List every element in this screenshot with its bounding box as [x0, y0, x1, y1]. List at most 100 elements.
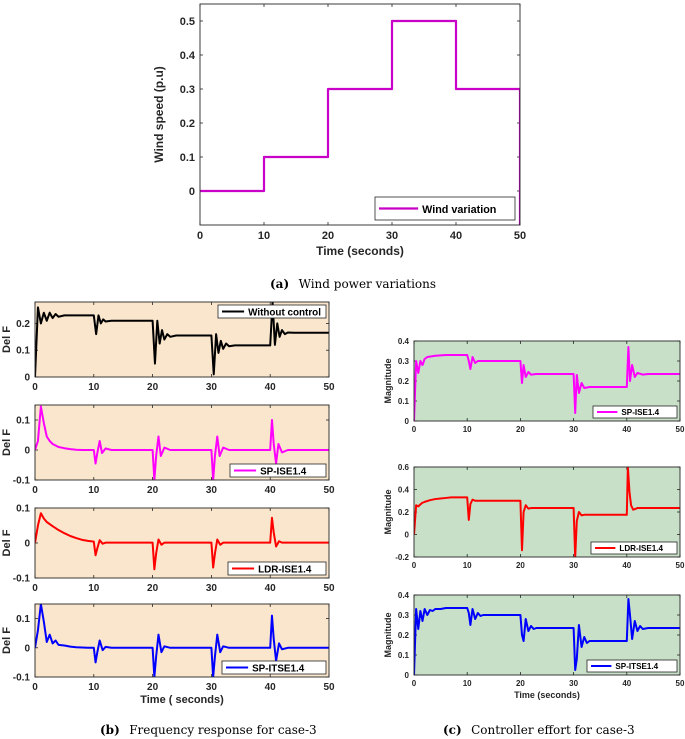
ctrl2-xtick-label: 10: [463, 561, 472, 570]
freq2-ytick-label: 0.1: [16, 416, 30, 427]
freq4-axes-frame: [34, 603, 330, 678]
ctrl3-axes-frame: [413, 594, 681, 676]
ctrl3-xtick-label: 0: [412, 679, 417, 688]
freq1-xtick-label: 0: [32, 382, 38, 393]
wind-ytick-label: 0.3: [180, 84, 195, 96]
wind-axes-frame: [199, 3, 521, 226]
freq1-ytick-label: 0: [24, 373, 30, 384]
freq2-ylabel: Del F: [1, 429, 13, 456]
ctrl2-ytick-label: 0.4: [398, 485, 410, 494]
freq1-series-line-0: [35, 302, 329, 377]
ctrl1-xtick-label: 30: [569, 425, 578, 434]
freq3-ylabel: Del F: [1, 529, 13, 556]
ctrl2-xtick-label: 0: [412, 561, 417, 570]
wind-legend-label: Wind variation: [422, 204, 496, 216]
ctrl2-ylabel: Magnitude: [383, 490, 393, 535]
wind-ylabel: Wind speed (p.u): [152, 66, 166, 163]
ctrl3-legend-label: SP-ITSE1.4: [615, 662, 658, 671]
ctrl1-ytick-label: 0.1: [398, 397, 410, 406]
freq2-ytick-label: -0.1: [13, 476, 31, 487]
ctrl2-legend-label: LDR-ISE1.4: [619, 544, 663, 553]
freq3-xtick-label: 10: [88, 583, 100, 594]
wind-xtick-label: 40: [450, 230, 462, 242]
freq3-xtick-label: 30: [206, 583, 218, 594]
ctrl3-ylabel: Magnitude: [383, 613, 393, 658]
ctrl1-legend-label: SP-ISE1.4: [621, 408, 659, 417]
ctrl2-xtick-label: 20: [516, 561, 525, 570]
caption-c-text: Controller effort for case-3: [471, 723, 635, 737]
chart-controller-ldr-ise: 0 10 20 30 40 50-0.200.20.40.6LDR-ISE1.4Magni…: [383, 463, 685, 570]
freq3-xtick-label: 40: [265, 583, 277, 594]
freq3-xtick-label: 50: [323, 583, 335, 594]
freq3-axes-frame: [34, 507, 330, 579]
freq1-xtick-label: 50: [323, 382, 335, 393]
chart-wind-variation: 0 10 20 30 40 50 0 0.1 0.2 0.3 0.4 0.5 Wind variatio…: [152, 3, 526, 258]
freq3-ytick-label: 0: [24, 539, 30, 550]
wind-plot-area: [200, 4, 520, 225]
caption-a-text: Wind power variations: [299, 277, 436, 291]
ctrl1-xtick-label: 50: [676, 425, 685, 434]
ctrl2-xtick-label: 50: [676, 561, 685, 570]
ctrl1-ytick-label: 0: [405, 417, 410, 426]
ctrl3-xtick-label: 10: [463, 679, 472, 688]
ctrl3-ytick-label: 0.1: [398, 651, 410, 660]
freq4-legend-label: SP-ITSE1.4: [252, 663, 305, 674]
chart-controller-sp-itse: 0 10 20 30 40 50 0 0.1 0.2 0.3 0.4 SP-ITSE1.4 Magnit…: [383, 591, 685, 700]
wind-xtick-label: 0: [197, 230, 203, 242]
freq3-legend-box: [227, 561, 327, 576]
ctrl1-xtick-label: 10: [463, 425, 472, 434]
wind-xtick-label: 10: [258, 230, 270, 242]
freq3-ytick-label: -0.1: [13, 574, 31, 585]
ctrl1-ytick-label: 0.4: [398, 337, 410, 346]
ctrl3-ytick-label: 0.4: [398, 591, 410, 600]
freq1-xtick-label: 20: [147, 382, 159, 393]
freq1-legend-label: Without control: [248, 307, 321, 318]
caption-a: (a) Wind power variations: [270, 275, 436, 292]
freq2-series-line-0: [35, 405, 329, 480]
ctrl2-ytick-label: 0: [405, 530, 410, 539]
freq2-legend-box: [229, 463, 327, 478]
freq1-legend-box: [217, 304, 327, 319]
ctrl2-xtick-label: 40: [622, 561, 631, 570]
wind-ytick-label: 0.4: [180, 50, 196, 62]
freq4-xlabel: Time ( seconds): [140, 694, 224, 706]
caption-b-label: (b): [100, 723, 120, 737]
freq2-xtick-label: 50: [323, 485, 335, 496]
ctrl1-xtick-label: 0: [412, 425, 417, 434]
ctrl3-ytick-label: 0.3: [398, 611, 410, 620]
wind-xlabel: Time (seconds): [316, 244, 404, 258]
freq1-ytick-label: 0.1: [16, 346, 30, 357]
freq4-ytick-label: 0: [24, 643, 30, 654]
freq4-xtick-label: 20: [147, 682, 159, 693]
wind-series-line-0: [200, 19, 520, 225]
chart-frequency-without-control: 0 10 20 30 40 50 0 0.1 0.2 Without control Del F: [1, 301, 335, 393]
freq1-xtick-label: 40: [265, 382, 277, 393]
ctrl2-ytick-label: -0.2: [395, 553, 409, 562]
freq2-xtick-label: 10: [88, 485, 100, 496]
freq2-legend-label: SP-ISE1.4: [260, 466, 307, 477]
freq1-axes-frame: [34, 301, 330, 378]
chart-controller-sp-ise: 0 10 20 30 40 50 0 0.1 0.2 0.3 0.4 SP-ISE1.4 Magnitu…: [383, 337, 685, 434]
wind-xtick-label: 30: [386, 230, 398, 242]
caption-b-text: Frequency response for case-3: [129, 723, 316, 737]
ctrl1-axes-frame: [413, 340, 681, 422]
ctrl3-xlabel: Time (seconds): [514, 690, 580, 700]
freq1-xtick-label: 30: [206, 382, 218, 393]
wind-xtick-label: 50: [514, 230, 526, 242]
wind-ytick-label: 0.1: [180, 152, 195, 164]
caption-a-label: (a): [270, 277, 289, 291]
ctrl3-xtick-label: 20: [516, 679, 525, 688]
ctrl3-xtick-label: 30: [569, 679, 578, 688]
freq3-xtick-label: 0: [32, 583, 38, 594]
ctrl1-legend: SP-ISE1.4: [592, 405, 678, 419]
freq2-xtick-label: 30: [206, 485, 218, 496]
freq4-series-line-0: [35, 604, 329, 677]
ctrl3-ytick-label: 0: [405, 671, 410, 680]
ctrl3-xtick-label: 50: [676, 679, 685, 688]
ctrl2-axes-frame: [413, 466, 681, 558]
ctrl1-series-line-0: [414, 346, 680, 421]
caption-c-label: (c): [443, 723, 462, 737]
ctrl1-legend-box: [592, 405, 678, 419]
